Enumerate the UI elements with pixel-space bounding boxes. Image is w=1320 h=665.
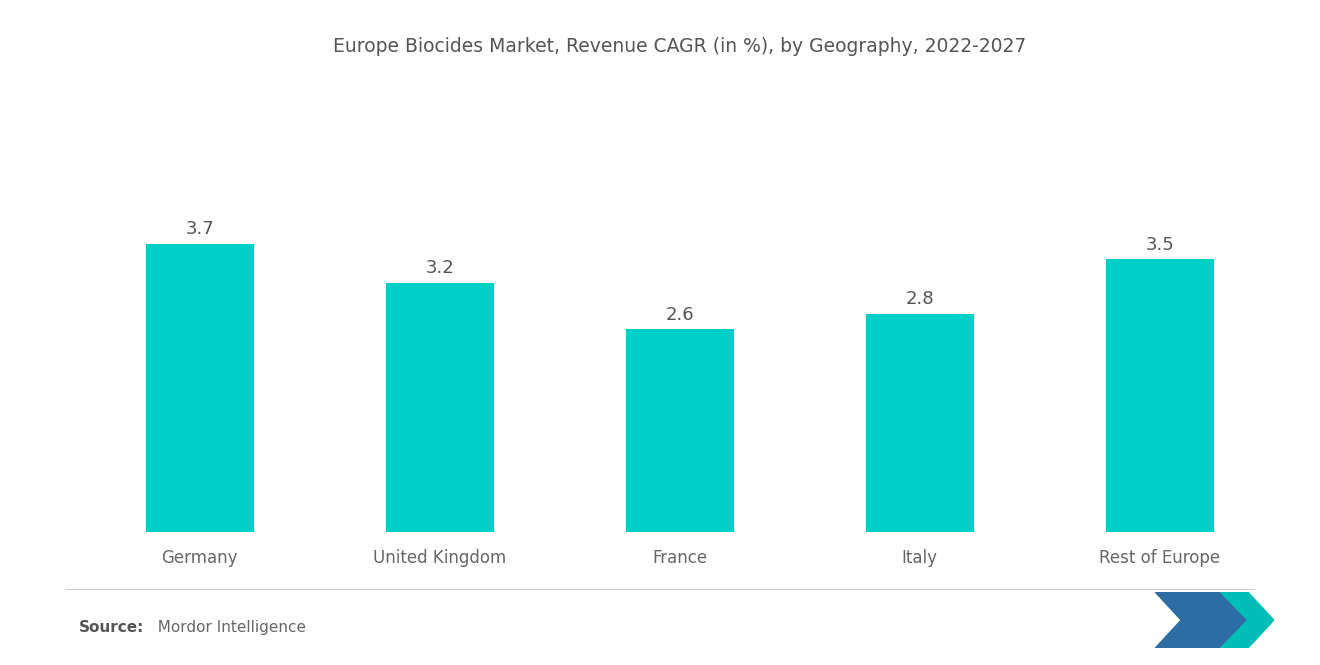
- Title: Europe Biocides Market, Revenue CAGR (in %), by Geography, 2022-2027: Europe Biocides Market, Revenue CAGR (in…: [333, 37, 1027, 56]
- Bar: [1106, 259, 1214, 532]
- Polygon shape: [1220, 592, 1274, 648]
- Text: Mordor Intelligence: Mordor Intelligence: [148, 620, 306, 635]
- Text: Source:: Source:: [79, 620, 145, 635]
- Text: 2.6: 2.6: [665, 306, 694, 324]
- Bar: [385, 283, 494, 532]
- Bar: [866, 314, 974, 532]
- Text: 3.2: 3.2: [425, 259, 454, 277]
- Text: 2.8: 2.8: [906, 290, 935, 309]
- Text: 3.7: 3.7: [185, 220, 214, 238]
- Polygon shape: [1155, 592, 1209, 648]
- Polygon shape: [1181, 592, 1247, 648]
- Bar: [626, 329, 734, 532]
- Bar: [145, 243, 253, 532]
- Text: 3.5: 3.5: [1146, 235, 1175, 253]
